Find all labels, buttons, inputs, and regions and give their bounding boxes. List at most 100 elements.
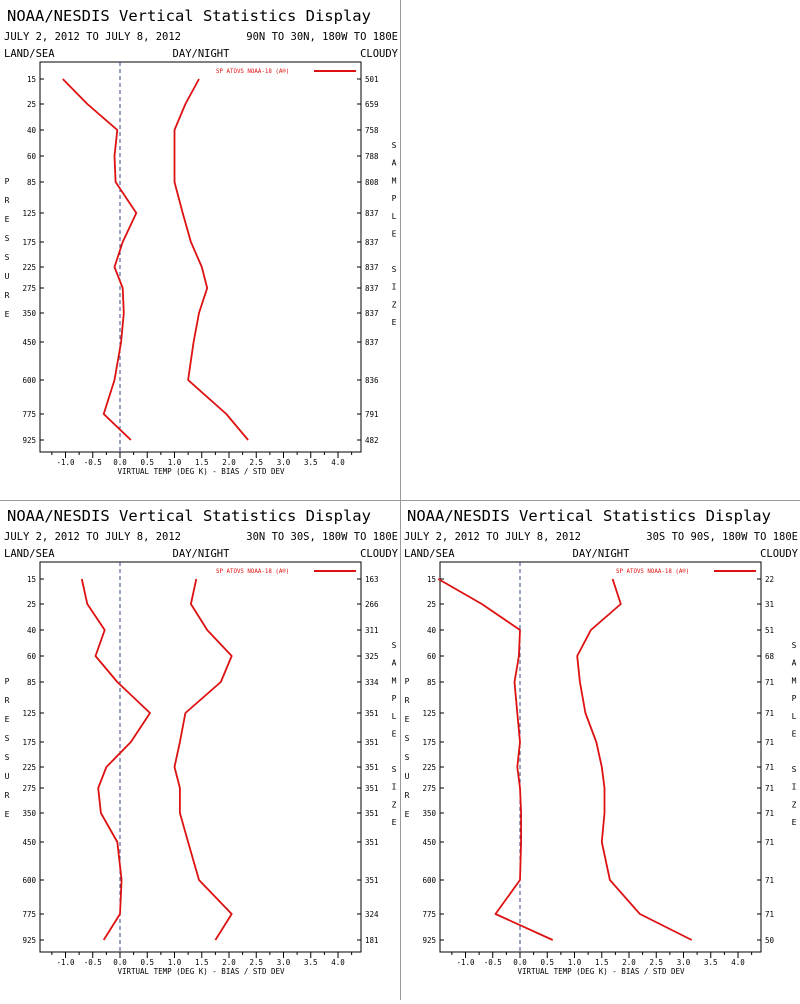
sample-size-label: 71 <box>765 709 774 718</box>
pressure-level-label: 175 <box>22 738 36 747</box>
sample-size-label: 351 <box>365 738 379 747</box>
x-tick-label: 1.0 <box>168 958 182 967</box>
bias-series-line <box>62 78 138 441</box>
x-tick-label: 2.0 <box>222 458 236 467</box>
sample-size-label: 501 <box>365 75 379 84</box>
pressure-level-label: 40 <box>27 626 37 635</box>
y-axis-title-letter: S <box>405 753 410 762</box>
x-tick-label: 0.0 <box>513 958 527 967</box>
y2-axis-title-letter: Z <box>792 800 797 809</box>
sample-size-label: 482 <box>365 436 379 445</box>
x-tick-label: 3.0 <box>277 458 291 467</box>
pressure-level-label: 40 <box>427 626 437 635</box>
pressure-level-label: 225 <box>22 263 36 272</box>
y-axis-title-letter: S <box>5 234 10 243</box>
header-cloudy: CLOUDY <box>360 48 399 60</box>
header-land-sea: LAND/SEA <box>4 548 55 560</box>
sample-size-label: 334 <box>365 678 379 687</box>
x-tick-label: 3.0 <box>677 958 691 967</box>
y2-axis-title-letter: E <box>392 730 397 739</box>
y2-axis-title-letter: S <box>392 141 397 150</box>
y2-axis-title-letter: P <box>392 194 397 203</box>
header-cloudy: CLOUDY <box>360 548 399 560</box>
sample-size-label: 351 <box>365 763 379 772</box>
sample-size-label: 837 <box>365 309 379 318</box>
x-tick-label: -1.0 <box>56 958 75 967</box>
stddev-series-line <box>576 578 693 941</box>
sample-size-label: 837 <box>365 209 379 218</box>
x-tick-label: 4.0 <box>331 958 345 967</box>
pressure-level-label: 350 <box>22 309 36 318</box>
sample-size-label: 836 <box>365 376 379 385</box>
y2-axis-title-letter: S <box>392 641 397 650</box>
header-cloudy: CLOUDY <box>760 548 799 560</box>
pressure-level-label: 600 <box>22 376 36 385</box>
y2-axis-title-letter: S <box>392 765 397 774</box>
y2-axis-title-letter: L <box>392 212 397 221</box>
chart-panel-south: NOAA/NESDIS Vertical Statistics Display J… <box>400 500 800 1000</box>
pressure-level-label: 450 <box>22 838 36 847</box>
y2-axis-title-letter: E <box>392 818 397 827</box>
header-land-sea: LAND/SEA <box>4 48 55 60</box>
sample-size-label: 71 <box>765 738 774 747</box>
pressure-level-label: 25 <box>27 600 36 609</box>
sample-size-label: 351 <box>365 709 379 718</box>
pressure-level-label: 15 <box>27 75 36 84</box>
sample-size-label: 837 <box>365 284 379 293</box>
sample-size-label: 791 <box>365 410 379 419</box>
y-axis-title-letter: E <box>5 810 10 819</box>
bias-series-line <box>80 578 151 941</box>
horizontal-divider <box>0 500 800 501</box>
legend-label: SP ATOVS NOAA-18 (A®) <box>216 69 289 75</box>
sample-size-label: 71 <box>765 876 774 885</box>
y-axis-title-letter: R <box>5 791 10 800</box>
y2-axis-title-letter: M <box>392 676 397 685</box>
pressure-level-label: 125 <box>422 709 436 718</box>
y-axis-title: P R E S S U R E <box>5 177 10 319</box>
plot-frame <box>39 561 362 953</box>
y-axis-title-letter: E <box>5 310 10 319</box>
sample-size-label: 837 <box>365 263 379 272</box>
pressure-level-label: 275 <box>22 284 36 293</box>
y2-axis-title-letter: M <box>792 676 797 685</box>
pressure-level-label: 85 <box>27 678 36 687</box>
y2-axis-title-letter: P <box>392 694 397 703</box>
chart-panel-tropics: NOAA/NESDIS Vertical Statistics Display J… <box>0 500 400 1000</box>
pressure-level-label: 350 <box>422 809 436 818</box>
y-axis-title-letter: E <box>405 715 410 724</box>
sample-size-label: 324 <box>365 910 379 919</box>
sample-size-label: 758 <box>365 126 379 135</box>
x-tick-label: 0.0 <box>113 458 127 467</box>
sample-size-label: 837 <box>365 238 379 247</box>
sample-size-label: 351 <box>365 876 379 885</box>
stddev-series-line <box>173 78 249 441</box>
sample-size-label: 71 <box>765 910 774 919</box>
x-tick-label: 0.5 <box>140 458 154 467</box>
sample-size-label: 71 <box>765 678 774 687</box>
plot-frame <box>39 61 362 453</box>
sample-size-label: 266 <box>365 600 379 609</box>
y2-axis-title-letter: I <box>392 783 397 792</box>
pressure-level-label: 40 <box>27 126 37 135</box>
pressure-level-label: 600 <box>422 876 436 885</box>
pressure-level-label: 15 <box>427 575 436 584</box>
sample-size-label: 311 <box>365 626 379 635</box>
header-day-night: DAY/NIGHT <box>173 548 231 560</box>
y-axis-title-letter: U <box>405 772 410 781</box>
y2-axis-title-letter: A <box>792 659 797 668</box>
y-axis-title-letter: S <box>5 753 10 762</box>
pressure-level-label: 60 <box>427 652 437 661</box>
pressure-level-label: 925 <box>422 936 436 945</box>
sample-size-label: 50 <box>765 936 775 945</box>
y-axis-title: P R E S S U R E <box>405 677 410 819</box>
sample-size-label: 659 <box>365 100 379 109</box>
y-axis-title-letter: R <box>5 696 10 705</box>
x-tick-label: 1.5 <box>195 458 209 467</box>
sample-size-label: 51 <box>765 626 774 635</box>
x-tick-label: -0.5 <box>484 958 502 967</box>
pressure-level-label: 25 <box>27 100 36 109</box>
date-range: JULY 2, 2012 TO JULY 8, 2012 <box>4 531 181 543</box>
date-range: JULY 2, 2012 TO JULY 8, 2012 <box>4 31 181 43</box>
pressure-level-label: 275 <box>22 784 36 793</box>
